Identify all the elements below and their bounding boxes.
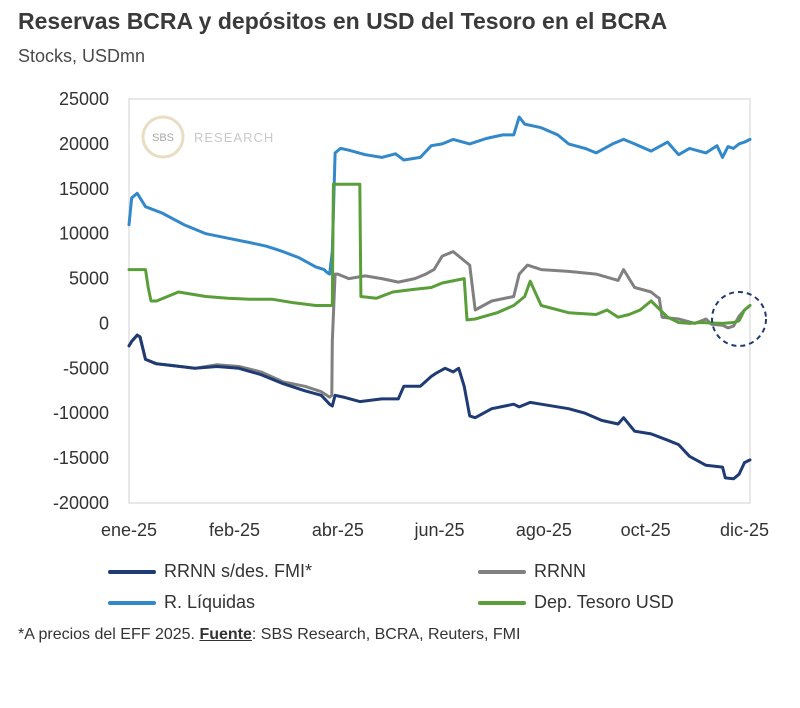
x-tick-label: jun-25 [413, 520, 464, 540]
y-tick-label: -20000 [53, 493, 109, 513]
legend-label-dep-tesoro: Dep. Tesoro USD [534, 592, 674, 612]
legend-swatch-r-liquidas [108, 600, 156, 605]
highlight-circle [711, 290, 768, 347]
legend-swatch-dep-tesoro [478, 600, 526, 605]
y-tick-label: 15000 [59, 179, 109, 199]
series-line-rrnn-s-des-fmi [127, 333, 752, 481]
footnote-source-text: : SBS Research, BCRA, Reuters, FMI [251, 626, 521, 643]
y-tick-label: -10000 [53, 403, 109, 423]
legend-swatch-rrnn-sdes [108, 569, 156, 574]
x-tick-label: dic-25 [720, 520, 769, 540]
series-line-dep-tesoro-usd [127, 182, 752, 325]
y-tick-label: 25000 [59, 89, 109, 109]
x-tick-label: abr-25 [312, 520, 364, 540]
chart-title: Reservas BCRA y depósitos en USD del Tes… [18, 8, 668, 34]
y-tick-label: -5000 [63, 358, 109, 378]
legend-label-rrnn: RRNN [534, 561, 586, 581]
chart-subtitle: Stocks, USDmn [18, 46, 146, 66]
legend-label-rrnn-sdes: RRNN s/des. FMI* [164, 561, 313, 581]
watermark: SBS RESEARCH [141, 115, 274, 159]
legend-label-r-liquidas: R. Líquidas [164, 592, 256, 612]
legend-item-dep-tesoro: Dep. Tesoro USD [478, 592, 674, 613]
x-tick-label: feb-25 [209, 520, 260, 540]
y-tick-label: 0 [99, 313, 109, 333]
y-tick-label: 20000 [59, 134, 109, 154]
legend-item-rrnn: RRNN [478, 561, 586, 582]
y-tick-label: 5000 [69, 269, 109, 289]
x-tick-label: ene-25 [101, 520, 157, 540]
legend-item-rrnn-sdes: RRNN s/des. FMI* [108, 561, 312, 582]
legend-item-r-liquidas: R. Líquidas [108, 592, 255, 613]
watermark-logo-icon [141, 115, 185, 159]
y-tick-label: 10000 [59, 224, 109, 244]
x-tick-label: ago-25 [516, 520, 572, 540]
footnote-source-label: Fuente [199, 626, 252, 643]
plot-frame [128, 98, 751, 504]
footnote: *A precios del EFF 2025. Fuente: SBS Res… [18, 626, 520, 644]
series-line-rrnn [127, 250, 752, 399]
watermark-text: RESEARCH [194, 130, 274, 145]
y-tick-label: -15000 [53, 448, 109, 468]
watermark-logo-text: SBS [152, 132, 174, 144]
x-tick-label: oct-25 [621, 520, 671, 540]
series-line-r-liquidas [127, 115, 752, 276]
legend-swatch-rrnn [478, 569, 526, 574]
footnote-prefix: *A precios del EFF 2025. [18, 626, 200, 643]
